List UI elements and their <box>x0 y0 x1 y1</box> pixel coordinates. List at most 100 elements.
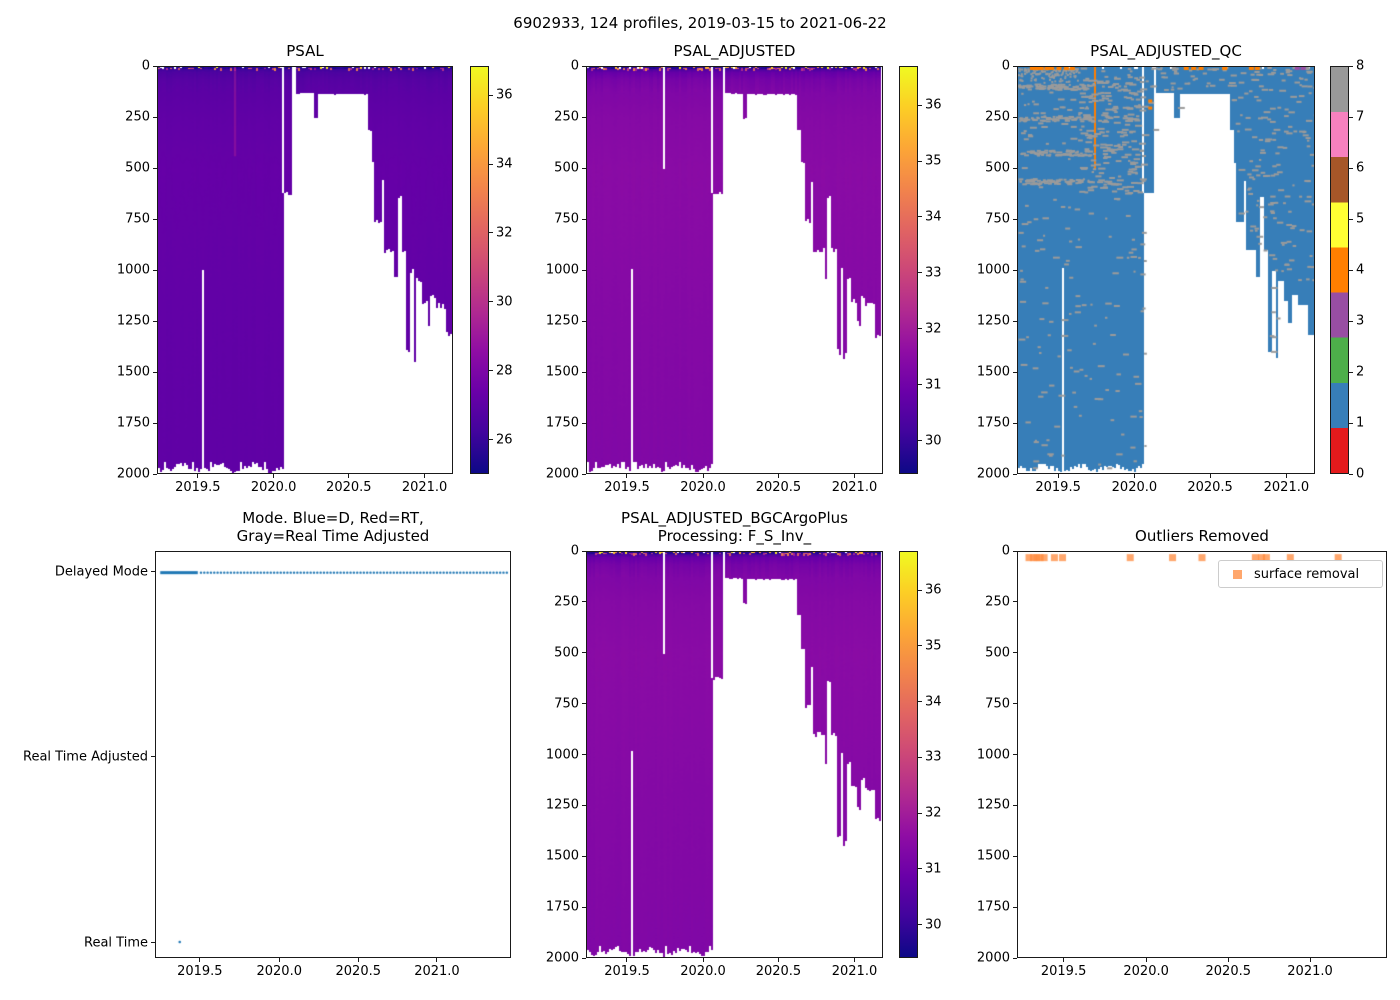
colorbar-tick-mark <box>918 216 922 218</box>
x-tick-label: 2020.5 <box>335 964 382 979</box>
x-tick-label: 2020.0 <box>680 964 726 979</box>
y-tick-label: 750 <box>554 696 579 712</box>
mode-title: Mode. Blue=D, Red=RT, Gray=Real Time Adj… <box>236 509 430 545</box>
outliers-title: Outliers Removed <box>1135 527 1269 545</box>
y-tick-label: 1750 <box>545 899 579 915</box>
y-tick-label: 750 <box>985 211 1010 227</box>
x-tick-label: 2021.0 <box>401 480 448 495</box>
colorbar-tick-mark <box>489 232 493 234</box>
y-tick-label: 1750 <box>116 415 150 431</box>
x-tick-label: 2020.0 <box>680 480 726 495</box>
colorbar-tick-mark <box>489 301 493 303</box>
colorbar-tick-mark <box>918 384 922 386</box>
y-tick-mark <box>582 906 586 908</box>
mode-category-label: Real Time Adjusted <box>23 749 148 765</box>
y-tick-mark <box>153 473 157 475</box>
y-tick-label: 250 <box>554 594 579 610</box>
y-tick-label: 1250 <box>545 313 579 329</box>
colorbar-tick-label: 33 <box>925 749 942 765</box>
y-tick-mark <box>582 703 586 705</box>
y-tick-label: 250 <box>125 109 150 125</box>
colorbar-tick-label: 26 <box>496 432 513 448</box>
y-tick-label: 750 <box>985 696 1010 712</box>
y-tick-mark <box>1013 703 1017 705</box>
x-tick-mark <box>1227 958 1229 962</box>
y-tick-label: 500 <box>554 160 579 176</box>
y-tick-mark <box>153 320 157 322</box>
mode-category-label: Real Time <box>84 935 148 951</box>
y-tick-label: 1500 <box>545 848 579 864</box>
colorbar-tick-mark <box>1349 65 1353 67</box>
y-tick-mark <box>582 218 586 220</box>
colorbar-tick-label: 35 <box>925 638 942 654</box>
psal-adjusted-title: PSAL_ADJUSTED <box>673 42 796 60</box>
y-tick-mark <box>582 601 586 603</box>
y-tick-label: 1000 <box>976 262 1010 278</box>
colorbar-tick-mark <box>918 924 922 926</box>
colorbar-tick-label: 28 <box>496 363 513 379</box>
x-tick-label: 2020.5 <box>1205 964 1252 979</box>
colorbar-tick-label: 4 <box>1356 262 1365 278</box>
colorbar-tick-label: 32 <box>925 321 942 337</box>
y-tick-label: 1500 <box>976 364 1010 380</box>
y-tick-label: 1250 <box>976 797 1010 813</box>
x-tick-mark <box>1309 958 1311 962</box>
y-tick-mark <box>153 269 157 271</box>
colorbar-tick-mark <box>918 868 922 870</box>
colorbar-tick-mark <box>489 163 493 165</box>
psal-adjusted-heatmap-canvas <box>587 67 882 473</box>
x-tick-mark <box>273 474 275 478</box>
y-tick-mark <box>153 371 157 373</box>
figure-title: 6902933, 124 profiles, 2019-03-15 to 202… <box>513 14 887 32</box>
colorbar-tick-mark <box>489 370 493 372</box>
y-tick-label: 1500 <box>116 364 150 380</box>
colorbar-tick-label: 8 <box>1356 58 1365 74</box>
y-tick-mark <box>1013 422 1017 424</box>
colorbar-tick-mark <box>918 104 922 106</box>
colorbar-tick-mark <box>918 812 922 814</box>
x-tick-label: 2020.5 <box>1187 480 1233 495</box>
colorbar-tick-label: 33 <box>925 265 942 281</box>
x-tick-mark <box>357 958 359 962</box>
colorbar-tick-label: 6 <box>1356 160 1365 176</box>
qc-colorbar <box>1330 66 1349 474</box>
y-tick-mark <box>1013 65 1017 67</box>
y-tick-label: 2000 <box>545 466 579 482</box>
x-tick-label: 2019.5 <box>177 964 223 979</box>
bgc-title: PSAL_ADJUSTED_BGCArgoPlus Processing: F_… <box>621 509 848 545</box>
y-tick-label: 0 <box>1001 543 1010 559</box>
y-tick-label: 1250 <box>976 313 1010 329</box>
y-tick-label: 500 <box>985 645 1010 661</box>
bgc-colorbar <box>899 551 918 958</box>
colorbar-tick-mark <box>918 272 922 274</box>
y-tick-mark <box>582 652 586 654</box>
surface-removal-legend-label: surface removal <box>1254 566 1360 582</box>
colorbar-tick-label: 34 <box>925 209 942 225</box>
colorbar-tick-mark <box>1349 473 1353 475</box>
y-tick-mark <box>1013 218 1017 220</box>
colorbar-tick-mark <box>1349 371 1353 373</box>
colorbar-tick-mark <box>918 589 922 591</box>
colorbar-tick-mark <box>918 160 922 162</box>
x-tick-mark <box>1209 474 1211 478</box>
outliers-legend: surface removal <box>1218 560 1383 588</box>
colorbar-tick-mark <box>918 440 922 442</box>
x-tick-mark <box>777 474 779 478</box>
x-tick-label: 2020.0 <box>256 964 302 979</box>
y-tick-label: 1000 <box>116 262 150 278</box>
y-tick-label: 1000 <box>545 262 579 278</box>
x-tick-mark <box>348 474 350 478</box>
colorbar-tick-label: 36 <box>925 582 942 598</box>
y-tick-mark <box>582 167 586 169</box>
x-tick-label: 2021.0 <box>831 964 878 979</box>
x-tick-mark <box>853 958 855 962</box>
x-tick-label: 2019.5 <box>604 480 650 495</box>
y-tick-mark <box>151 756 155 758</box>
y-tick-mark <box>1013 269 1017 271</box>
colorbar-tick-mark <box>1349 167 1353 169</box>
y-tick-mark <box>582 957 586 959</box>
y-tick-mark <box>151 571 155 573</box>
y-tick-label: 250 <box>554 109 579 125</box>
y-tick-mark <box>1013 855 1017 857</box>
